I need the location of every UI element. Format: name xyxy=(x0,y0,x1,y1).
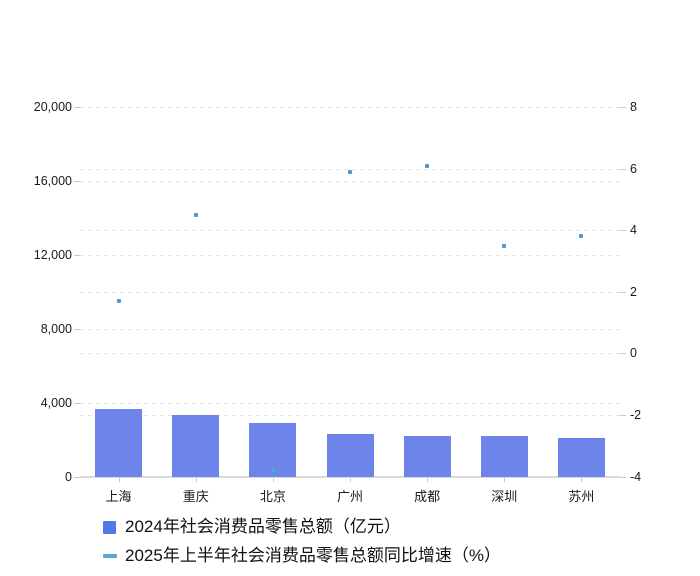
dot-shanghai[interactable] xyxy=(116,298,121,303)
left-axis-tick-label: 4,000 xyxy=(40,395,72,410)
x-label-chongqing: 重庆 xyxy=(182,488,209,504)
x-axis-tick xyxy=(195,477,197,482)
gridline xyxy=(80,107,620,108)
legend-label-growth-rate: 2025年上半年社会消费品零售总额同比增速（%） xyxy=(125,546,501,565)
bar-guangzhou[interactable] xyxy=(326,434,374,477)
dot-shenzhen[interactable] xyxy=(502,243,507,248)
line-series-marker-icon xyxy=(103,554,117,558)
x-label-suzhou: 苏州 xyxy=(568,488,595,504)
x-axis-tick xyxy=(427,477,429,482)
x-axis-tick xyxy=(504,477,506,482)
x-label-chengdu: 成都 xyxy=(414,488,441,504)
right-axis-tick-label: -4 xyxy=(630,469,642,484)
left-axis-tick xyxy=(74,476,80,478)
right-axis-tick xyxy=(620,414,626,416)
left-axis-tick-label: 8,000 xyxy=(40,321,72,336)
bar-shenzhen[interactable] xyxy=(480,435,528,477)
gridline xyxy=(80,414,620,416)
x-label-shenzhen: 深圳 xyxy=(491,488,518,504)
dot-suzhou[interactable] xyxy=(579,234,584,239)
gridline xyxy=(80,168,620,170)
gridline xyxy=(80,180,620,182)
left-axis-tick-label: 12,000 xyxy=(33,247,72,262)
right-axis-tick xyxy=(620,168,626,170)
bar-series-marker-icon xyxy=(103,520,116,534)
x-label-shanghai: 上海 xyxy=(105,488,132,504)
gridline xyxy=(80,353,620,355)
left-axis-tick xyxy=(74,107,80,108)
plot-area xyxy=(80,107,620,478)
right-axis-tick-label: 2 xyxy=(630,284,637,299)
bar-chongqing[interactable] xyxy=(172,414,220,477)
legend-item-growth-rate[interactable]: 2025年上半年社会消费品零售总额同比增速（%） xyxy=(103,545,501,567)
right-axis-tick-label: 6 xyxy=(630,161,637,176)
legend-label-retail-total: 2024年社会消费品零售总额（亿元） xyxy=(125,517,401,536)
dot-beijing[interactable] xyxy=(270,468,275,473)
x-label-guangzhou: 广州 xyxy=(336,488,363,504)
gridline xyxy=(80,291,620,293)
right-axis-tick xyxy=(620,230,626,232)
x-axis-line xyxy=(80,475,620,478)
left-axis-tick xyxy=(74,328,80,330)
dot-guangzhou[interactable] xyxy=(348,169,352,174)
right-axis-tick-label: 0 xyxy=(630,346,637,361)
x-axis-tick xyxy=(118,477,120,482)
right-axis-tick-label: 8 xyxy=(630,100,637,114)
left-axis-tick xyxy=(74,402,80,404)
right-axis-tick-label: -2 xyxy=(630,407,642,422)
dot-chongqing[interactable] xyxy=(193,212,198,217)
left-axis-tick xyxy=(74,180,80,182)
x-label-beijing: 北京 xyxy=(259,488,286,504)
x-axis-tick xyxy=(581,477,583,482)
right-axis-tick xyxy=(620,353,626,355)
left-axis-tick-label: 20,000 xyxy=(33,100,72,114)
x-axis-tick xyxy=(350,477,351,482)
right-axis-tick xyxy=(620,107,626,108)
legend-item-retail-total[interactable]: 2024年社会消费品零售总额（亿元） xyxy=(103,516,501,538)
bar-suzhou[interactable] xyxy=(557,438,605,477)
bar-chengdu[interactable] xyxy=(403,435,451,477)
bar-shanghai[interactable] xyxy=(95,408,143,477)
left-axis-tick-label: 16,000 xyxy=(33,173,72,188)
legend: 2024年社会消费品零售总额（亿元） 2025年上半年社会消费品零售总额同比增速… xyxy=(103,516,501,567)
bar-beijing[interactable] xyxy=(249,422,297,477)
gridline xyxy=(80,402,620,404)
gridline xyxy=(80,230,620,232)
right-axis-tick-label: 4 xyxy=(630,223,637,238)
x-axis-tick xyxy=(272,477,274,482)
gridline xyxy=(80,328,620,330)
dot-chengdu[interactable] xyxy=(425,163,430,168)
left-axis-tick xyxy=(74,254,80,256)
gridline xyxy=(80,254,620,256)
left-axis-tick-label: 0 xyxy=(65,469,72,484)
right-axis-tick xyxy=(620,291,626,293)
right-axis-tick xyxy=(620,476,626,478)
